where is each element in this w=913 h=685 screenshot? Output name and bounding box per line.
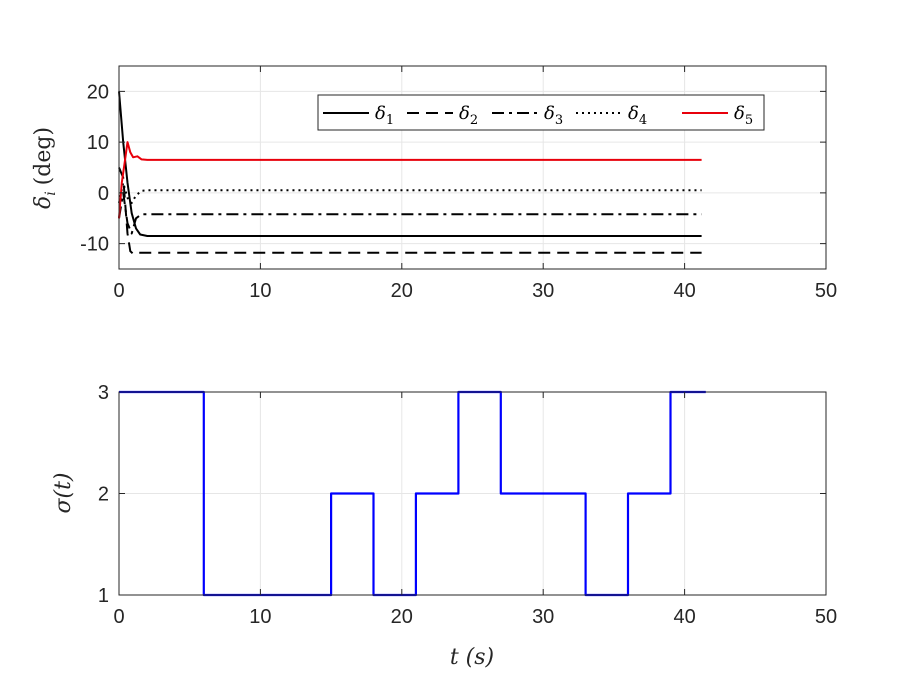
top-ticks: 0 10 20 30 40 50 -10 0 10 20 (80, 66, 837, 302)
y-tick-label: 3 (98, 382, 109, 404)
y-tick-label: -10 (80, 234, 109, 256)
legend-label-4: δ4 (628, 103, 647, 128)
x-tick-label: 20 (391, 280, 413, 302)
x-tick-label: 10 (249, 280, 271, 302)
series-line-delta-1 (118, 91, 702, 237)
legend-subscript: 5 (745, 113, 753, 128)
legend: δ1 δ2 δ3 δ4 δ5 (317, 94, 765, 131)
top-y-axis-label: δi (deg) (31, 127, 59, 209)
legend-subscript: 4 (639, 113, 647, 128)
bottom-grid (118, 391, 827, 596)
top-axes-box (118, 65, 827, 270)
x-tick-label: 30 (532, 280, 554, 302)
legend-symbol: δ (459, 103, 470, 124)
series-line-delta-2 (118, 167, 702, 255)
x-tick-label: 10 (249, 606, 271, 628)
legend-symbol: δ (544, 103, 555, 124)
legend-label-5: δ5 (734, 103, 753, 128)
top-y-label-subscript: i (43, 191, 59, 195)
top-y-label-symbol: δ (31, 196, 56, 209)
legend-subscript: 2 (470, 113, 478, 128)
bottom-ticks: 0 10 20 30 40 50 1 2 3 (98, 382, 837, 628)
bottom-x-axis-label: t (s) (450, 645, 494, 670)
y-tick-label: 20 (87, 81, 109, 103)
series-line-delta-5 (118, 141, 702, 219)
top-y-label-unit: (deg) (31, 127, 56, 185)
x-tick-label: 50 (815, 606, 837, 628)
legend-label-1: δ1 (375, 103, 394, 128)
x-tick-label: 40 (673, 280, 695, 302)
x-tick-label: 40 (673, 606, 695, 628)
x-tick-label: 0 (113, 280, 124, 302)
bottom-axes: 0 10 20 30 40 50 1 2 3 σ(t) t (s) (51, 382, 837, 670)
x-tick-label: 30 (532, 606, 554, 628)
bottom-y-axis-label: σ(t) (51, 472, 76, 513)
x-tick-label: 50 (815, 280, 837, 302)
x-tick-label: 0 (113, 606, 124, 628)
legend-label-3: δ3 (544, 103, 563, 128)
y-tick-label: 1 (98, 585, 109, 607)
legend-symbol: δ (734, 103, 745, 124)
bottom-series-group (119, 390, 706, 597)
top-series-group (118, 91, 702, 255)
legend-symbol: δ (375, 103, 386, 124)
y-tick-label: 0 (98, 183, 109, 205)
x-tick-label: 20 (391, 606, 413, 628)
legend-label-2: δ2 (459, 103, 478, 128)
series-line-sigma (119, 390, 706, 597)
y-tick-label: 2 (98, 484, 109, 506)
legend-subscript: 3 (555, 113, 563, 128)
legend-symbol: δ (628, 103, 639, 124)
series-line-delta-3 (118, 191, 702, 235)
legend-items: δ1 δ2 δ3 δ4 δ5 (323, 103, 753, 128)
y-tick-label: 10 (87, 132, 109, 154)
legend-subscript: 1 (386, 113, 394, 128)
